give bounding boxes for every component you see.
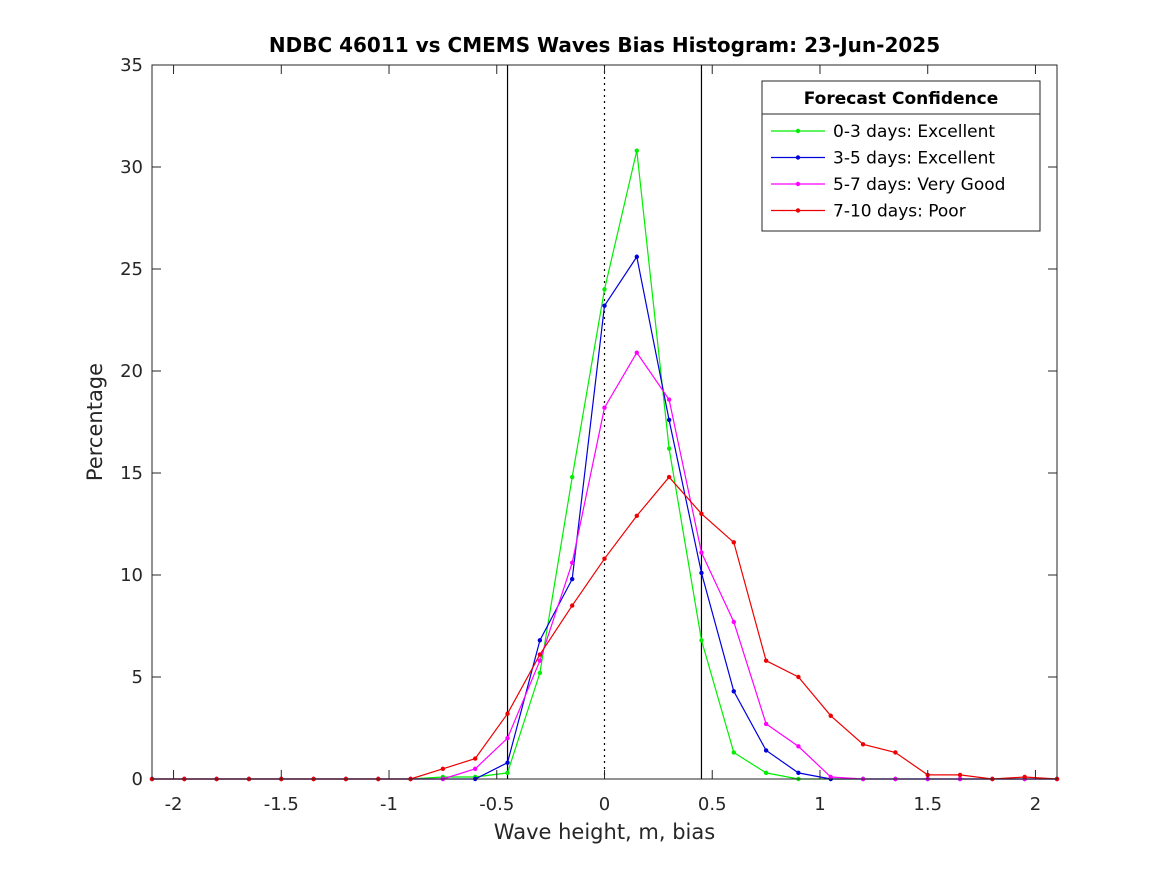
x-tick-label: 0.5 xyxy=(698,794,727,815)
x-tick-label: 1.5 xyxy=(913,794,942,815)
y-tick-label: 20 xyxy=(120,361,143,382)
data-point xyxy=(634,350,640,355)
legend-label: 7-10 days: Poor xyxy=(833,202,966,222)
data-point xyxy=(731,750,736,755)
y-axis-label: Percentage xyxy=(83,363,107,481)
legend-entry-3: 7-10 days: Poor xyxy=(771,202,966,222)
data-point xyxy=(699,550,704,555)
data-point xyxy=(731,540,736,545)
data-point xyxy=(505,711,510,716)
y-tick-label: 0 xyxy=(132,769,143,790)
x-tick-label: -1 xyxy=(380,794,398,815)
data-point xyxy=(796,770,801,776)
data-point xyxy=(731,689,736,694)
data-point xyxy=(537,638,543,643)
data-point xyxy=(569,576,575,582)
data-point xyxy=(634,148,640,153)
data-point xyxy=(634,513,640,519)
legend-entry-1: 3-5 days: Excellent xyxy=(771,149,995,169)
data-point xyxy=(537,658,543,663)
data-point xyxy=(731,619,736,625)
y-tick-label: 5 xyxy=(132,667,143,688)
y-tick-label: 10 xyxy=(120,565,143,586)
data-point xyxy=(763,721,769,727)
data-point xyxy=(473,756,478,761)
legend-label: 5-7 days: Very Good xyxy=(833,175,1005,195)
x-tick-label: -1.5 xyxy=(264,794,299,815)
data-point xyxy=(505,736,510,741)
legend-entry-0: 0-3 days: Excellent xyxy=(771,122,995,142)
data-point xyxy=(537,670,543,676)
legend-marker xyxy=(795,155,801,160)
legend-label: 3-5 days: Excellent xyxy=(833,149,995,169)
x-tick-label: 0 xyxy=(599,794,610,815)
x-tick-label: -0.5 xyxy=(479,794,514,815)
chart-title: NDBC 46011 vs CMEMS Waves Bias Histogram… xyxy=(269,33,940,57)
reference-lines xyxy=(506,65,703,779)
data-point xyxy=(505,760,510,765)
data-point xyxy=(1022,774,1027,780)
y-tick-label: 30 xyxy=(120,157,143,178)
legend-entry-2: 5-7 days: Very Good xyxy=(771,175,1005,195)
data-point xyxy=(666,474,672,480)
x-tick-label: 1 xyxy=(814,794,825,815)
data-point xyxy=(537,652,543,657)
data-point xyxy=(828,713,833,718)
x-axis-label: Wave height, m, bias xyxy=(494,820,715,844)
y-tick-label: 15 xyxy=(120,463,143,484)
data-point xyxy=(763,658,769,663)
data-point xyxy=(699,638,704,643)
legend-marker xyxy=(795,181,801,187)
y-tick-label: 25 xyxy=(120,259,143,280)
data-point xyxy=(569,560,575,565)
data-point xyxy=(666,446,672,451)
data-point xyxy=(828,774,833,780)
data-point xyxy=(569,603,575,608)
data-point xyxy=(505,770,510,776)
data-point xyxy=(666,397,672,402)
data-point xyxy=(666,417,672,423)
data-point xyxy=(699,511,704,516)
x-tick-label: -2 xyxy=(165,794,183,815)
data-point xyxy=(860,742,866,747)
data-point xyxy=(602,405,607,410)
legend-title: Forecast Confidence xyxy=(804,89,999,109)
data-point xyxy=(634,254,640,259)
x-tick-label: 2 xyxy=(1030,794,1041,815)
data-point xyxy=(602,303,607,308)
legend-box xyxy=(761,80,1041,232)
data-point xyxy=(602,287,607,292)
data-point xyxy=(440,766,446,771)
data-point xyxy=(957,772,963,778)
data-point xyxy=(893,750,898,755)
data-point xyxy=(796,744,801,749)
data-point xyxy=(796,674,801,680)
y-tick-label: 35 xyxy=(120,55,143,76)
legend: Forecast Confidence 0-3 days: Excellent 3… xyxy=(761,80,1041,232)
data-point xyxy=(699,570,704,576)
data-point xyxy=(763,770,769,776)
legend-marker xyxy=(795,128,801,134)
data-point xyxy=(473,766,478,771)
data-point xyxy=(569,474,575,480)
legend-marker xyxy=(795,208,801,213)
legend-entries: 0-3 days: Excellent 3-5 days: Excellent 5-… xyxy=(771,122,1005,222)
data-point xyxy=(763,748,769,753)
legend-label: 0-3 days: Excellent xyxy=(833,122,995,142)
data-point xyxy=(602,556,607,561)
